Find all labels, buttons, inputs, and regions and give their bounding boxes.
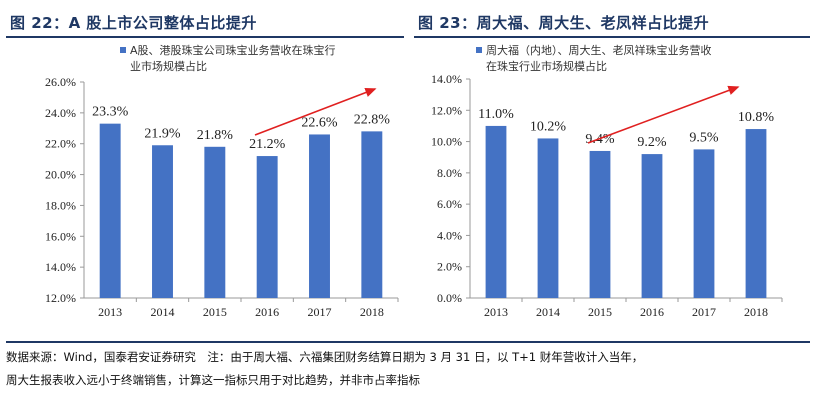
c2-data-label: 10.8%	[738, 110, 775, 125]
c2-y-tick-label: 10.0%	[431, 135, 462, 149]
c1-y-tick-label: 18.0%	[45, 198, 76, 212]
c2-y-tick-label: 8.0%	[437, 166, 462, 180]
footnote-line-1: 数据来源：Wind，国泰君安证券研究 注：由于周大福、六福集团财务结算日期为 3…	[6, 350, 644, 364]
c1-y-tick-label: 16.0%	[45, 229, 76, 243]
c2-bar	[589, 150, 611, 298]
c2-bar	[745, 129, 767, 298]
c1-x-tick-label: 2013	[98, 305, 122, 319]
c1-data-label: 21.2%	[249, 137, 286, 152]
c1-x-tick-label: 2017	[308, 305, 332, 319]
figure-23-title: 图 23：周大福、周大生、老凤祥占比提升	[418, 14, 710, 32]
figure-22-title: 图 22：A 股上市公司整体占比提升	[10, 14, 257, 32]
c1-data-label: 21.9%	[144, 126, 181, 141]
c2-y-tick-label: 2.0%	[437, 260, 462, 274]
c2-x-tick-label: 2017	[692, 305, 716, 319]
c1-y-tick-label: 20.0%	[45, 168, 76, 182]
c1-bar	[309, 134, 330, 298]
c1-y-tick-label: 12.0%	[45, 291, 76, 305]
figure-23-top-rule	[414, 36, 810, 38]
c1-legend-text: A股、港股珠宝公司珠宝业务营收在珠宝行	[130, 43, 336, 57]
c1-x-tick-label: 2015	[203, 305, 227, 319]
c2-trend-arrow	[587, 85, 740, 144]
c2-legend-text: 周大福（内地）、周大生、老凤祥珠宝业务营收	[486, 43, 712, 57]
c1-y-tick-label: 14.0%	[45, 260, 76, 274]
c1-data-label: 23.3%	[92, 105, 129, 120]
c1-y-tick-label: 22.0%	[45, 137, 76, 151]
c1-data-label: 22.6%	[301, 115, 338, 130]
figure-22-top-rule	[6, 36, 404, 38]
c2-bar	[485, 125, 507, 298]
footnote-line-2: 周大生报表收入远小于终端销售，计算这一指标只用于对比趋势，并非市占率指标	[6, 373, 420, 387]
c2-y-tick-label: 12.0%	[431, 103, 462, 117]
c2-y-tick-label: 0.0%	[437, 291, 462, 305]
c2-bar	[641, 154, 663, 298]
figures-bottom-rule	[6, 341, 810, 343]
c2-data-label: 10.2%	[530, 119, 567, 134]
c2-bar	[693, 149, 715, 298]
c2-y-tick-label: 14.0%	[431, 72, 462, 86]
c1-y-tick-label: 26.0%	[45, 75, 76, 89]
c2-data-label: 9.2%	[637, 135, 667, 150]
c2-x-tick-label: 2015	[588, 305, 612, 319]
c2-y-tick-label: 6.0%	[437, 197, 462, 211]
c2-legend-swatch	[476, 47, 482, 53]
c1-bar	[204, 146, 226, 298]
c2-y-tick-label: 4.0%	[437, 228, 462, 242]
c1-x-tick-label: 2014	[151, 305, 175, 319]
c1-data-label: 21.8%	[197, 128, 234, 143]
c2-x-tick-label: 2018	[744, 305, 768, 319]
c1-legend-swatch	[120, 47, 126, 53]
c2-data-label: 11.0%	[478, 107, 514, 122]
c2-x-tick-label: 2014	[536, 305, 560, 319]
c1-data-label: 22.8%	[354, 112, 391, 127]
c1-bar	[152, 145, 173, 298]
c2-x-tick-label: 2013	[484, 305, 508, 319]
c2-data-label: 9.5%	[689, 130, 719, 145]
c2-legend-text: 在珠宝行业市场规模占比	[486, 59, 607, 73]
c1-bar	[256, 156, 278, 298]
c1-legend-text: 业市场规模占比	[130, 59, 207, 73]
c1-x-tick-label: 2016	[255, 305, 279, 319]
c2-x-tick-label: 2016	[640, 305, 664, 319]
c1-trend-arrow	[254, 87, 377, 136]
c1-bar	[99, 123, 121, 299]
c1-x-tick-label: 2018	[360, 305, 384, 319]
c1-y-tick-label: 24.0%	[45, 106, 76, 120]
c1-bar	[361, 131, 383, 298]
c2-bar	[537, 138, 559, 298]
